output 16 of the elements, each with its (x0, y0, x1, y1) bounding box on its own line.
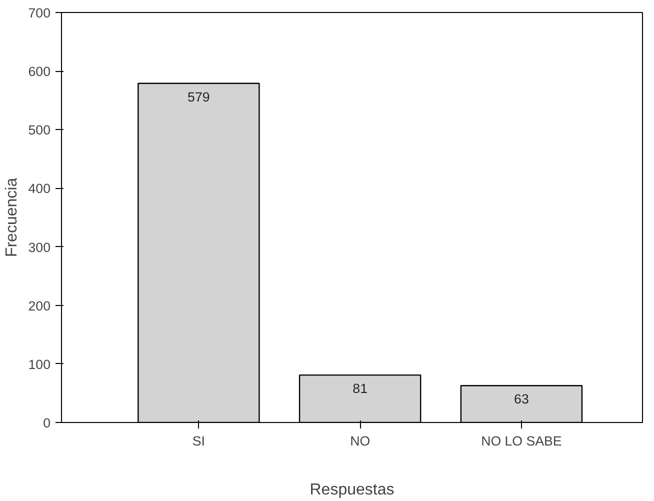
y-tick-label: 0 (43, 416, 51, 430)
data-label: 63 (514, 392, 529, 407)
y-tick-label: 300 (28, 240, 51, 255)
y-tick-label: 700 (28, 6, 51, 20)
y-tick-label: 500 (28, 122, 51, 138)
y-tick-label: 100 (28, 356, 51, 372)
x-tick-label: NO (350, 434, 370, 448)
data-label: 579 (188, 89, 210, 104)
y-axis-title: Frecuencia (3, 178, 20, 258)
y-tick-label: 400 (28, 181, 51, 196)
x-axis-title: Respuestas (310, 482, 394, 498)
x-tick-label: SI (192, 434, 205, 448)
x-tick-label: NO LO SABE (481, 434, 562, 448)
y-tick-label: 200 (28, 298, 51, 314)
data-label: 81 (352, 381, 368, 396)
y-tick-label: 600 (28, 64, 51, 80)
